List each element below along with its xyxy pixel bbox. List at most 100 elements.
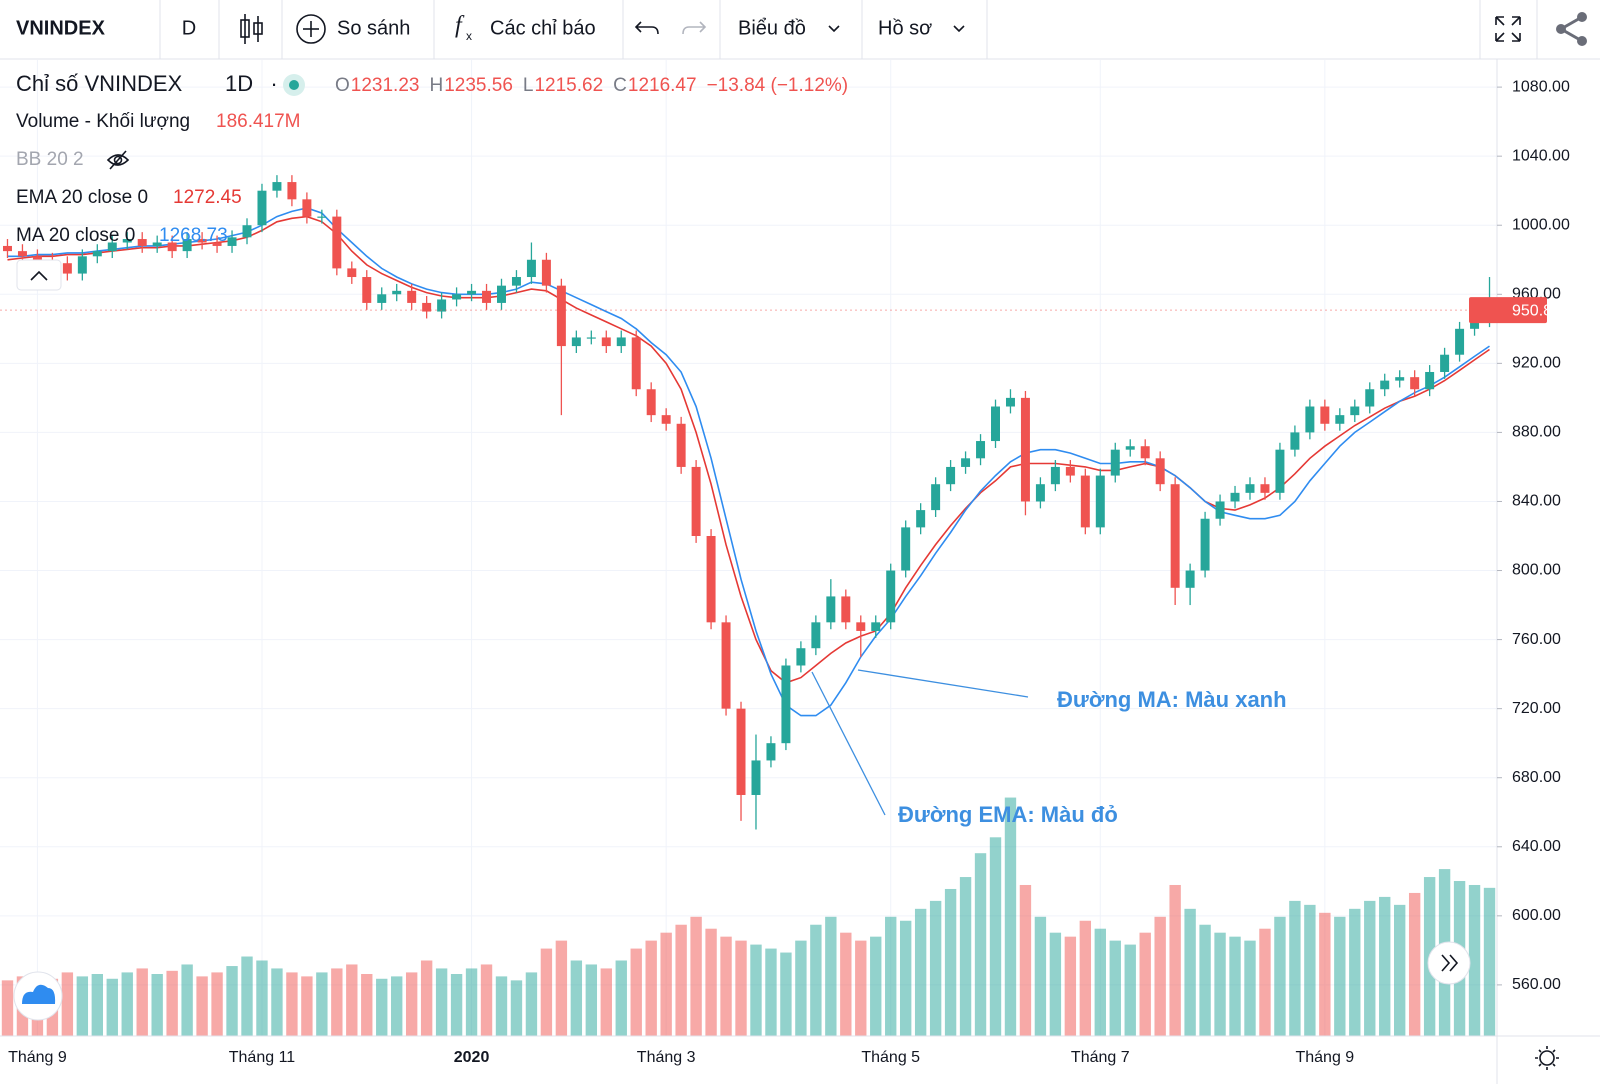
x-tick-label: Tháng 11 [229, 1049, 296, 1066]
volume-bar [525, 972, 538, 1036]
indicators-button[interactable]: Các chỉ báo [490, 17, 596, 39]
candle-body [227, 237, 237, 246]
y-tick-label: 720.00 [1512, 700, 1561, 717]
candle-body [467, 290, 477, 295]
volume-bar [76, 976, 89, 1036]
volume-bar [1379, 896, 1391, 1036]
volume-bar [211, 972, 223, 1036]
candle-body [571, 337, 581, 347]
volume-bar [1349, 908, 1361, 1036]
volume-bar [959, 877, 972, 1036]
volume-bar [256, 960, 268, 1036]
candle-body [1230, 492, 1240, 502]
collapse-icon [30, 270, 48, 281]
candle-body [1125, 446, 1135, 450]
candle-body [332, 216, 342, 269]
volume-bar [121, 972, 133, 1036]
candle-body [1005, 397, 1015, 407]
volume-bar [1364, 900, 1376, 1036]
axes: 1080.001040.001000.00960.00920.00880.008… [0, 59, 1600, 1084]
chart-title: Chỉ số VNINDEX [16, 71, 183, 96]
candle-body [946, 466, 956, 485]
volume-bar [166, 970, 178, 1036]
candle-body [122, 239, 132, 243]
volume-bar [899, 920, 912, 1036]
candle-body [137, 239, 147, 246]
volume-bar [151, 974, 163, 1036]
candle-body [961, 458, 971, 467]
volume-bar [465, 968, 478, 1036]
volume-bar [1, 980, 14, 1036]
volume-bar [346, 964, 358, 1036]
volume-bar [645, 940, 657, 1036]
candle-body [721, 622, 731, 709]
candle-body [77, 256, 87, 274]
candle-body [152, 242, 162, 246]
volume-bar [1169, 884, 1181, 1036]
volume-bar [1019, 884, 1032, 1036]
candle-body [991, 406, 1000, 442]
candle-body [1140, 446, 1150, 459]
candle-body [766, 743, 776, 761]
volume-bar [720, 936, 732, 1036]
ma-legend: MA 20 close 0 [16, 225, 135, 246]
volume-bar [1468, 884, 1481, 1036]
profile-button[interactable]: Hồ sơ [878, 17, 932, 39]
candle-layer [2, 175, 1495, 830]
candle-body [1200, 518, 1210, 571]
volume-bar [989, 837, 1002, 1036]
y-tick-label: 640.00 [1512, 838, 1561, 855]
candle-body [452, 294, 462, 300]
compare-button[interactable]: So sánh [337, 17, 410, 39]
volume-bar [1334, 916, 1346, 1036]
volume-bar [1199, 924, 1211, 1036]
y-tick-label: 920.00 [1512, 355, 1561, 372]
symbol[interactable]: VNINDEX [16, 17, 106, 39]
volume-bar [540, 948, 553, 1036]
collapse-legend-button[interactable] [16, 259, 62, 291]
share-button[interactable] [1556, 12, 1587, 46]
volume-bar [405, 972, 418, 1036]
candle-body [556, 285, 566, 347]
hidden-indicator: BB 20 2 [16, 149, 84, 170]
undo-button[interactable] [634, 21, 659, 35]
logo-icon [22, 984, 56, 1004]
indicator-layer [7, 207, 1490, 717]
candle-body [796, 648, 806, 666]
candle-body [811, 622, 821, 649]
candle-body [931, 484, 941, 511]
candle-body [62, 263, 72, 274]
chart-style-button[interactable] [240, 14, 263, 44]
candle-body [1170, 484, 1180, 588]
candle-body [646, 389, 656, 416]
volume-bar [1049, 932, 1062, 1036]
candle-body [1365, 389, 1375, 407]
toolbar [0, 0, 1600, 59]
volume-bar [660, 932, 672, 1036]
candle-body [1035, 484, 1045, 502]
candle-body [242, 225, 252, 238]
candle-body [1470, 320, 1480, 329]
indicators-icon: x [466, 29, 472, 43]
candle-body [212, 242, 222, 246]
volume-bar [361, 974, 373, 1036]
candle-body [1395, 377, 1405, 381]
volume-bar [555, 940, 568, 1036]
y-tick-label: 1080.00 [1512, 78, 1570, 95]
volume-bar [480, 964, 493, 1036]
candle-body [1320, 406, 1330, 424]
y-tick-label: 760.00 [1512, 631, 1561, 648]
candle-body [92, 251, 102, 257]
compare-icon [296, 14, 326, 44]
redo-button[interactable] [682, 21, 707, 35]
chart-type-button[interactable]: Biểu đồ [738, 17, 806, 39]
candle-body [706, 536, 716, 623]
volume-bar [271, 968, 283, 1036]
interval-button[interactable]: D [182, 17, 196, 39]
volume-bar [376, 978, 388, 1036]
volume-bar [1394, 904, 1406, 1036]
indicators-icon: f [455, 13, 465, 39]
settings-button[interactable] [1535, 1046, 1559, 1070]
fullscreen-button[interactable] [1495, 16, 1521, 42]
